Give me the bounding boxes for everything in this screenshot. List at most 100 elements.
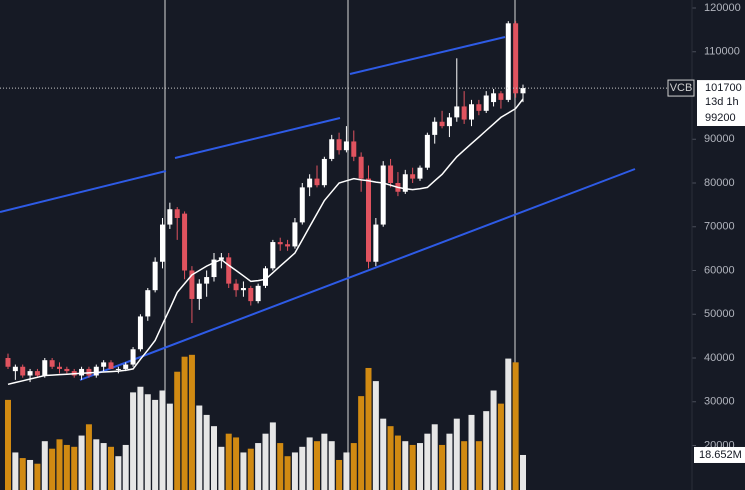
volume-bar xyxy=(225,433,232,490)
volume-bar xyxy=(431,424,438,490)
ticker-label: VCB xyxy=(670,82,693,94)
candle-body xyxy=(79,368,85,376)
candle-body xyxy=(299,187,305,223)
volume-bar xyxy=(314,441,320,490)
volume-layer xyxy=(5,354,526,490)
candle-body xyxy=(27,371,33,376)
last-price-box xyxy=(697,80,745,111)
candle-body xyxy=(233,283,239,291)
volume-bar xyxy=(152,399,159,490)
candle-body xyxy=(373,224,379,262)
candle-body xyxy=(366,178,371,262)
volume-bar xyxy=(483,411,490,490)
volume-bar xyxy=(365,367,372,490)
volume-bar xyxy=(5,399,11,490)
candle-body xyxy=(314,178,320,186)
candle-body xyxy=(417,167,423,179)
volume-bar xyxy=(122,444,129,490)
volume-bar xyxy=(56,439,63,490)
volume-bar xyxy=(306,437,313,490)
volume-bar xyxy=(461,441,468,490)
volume-bar xyxy=(247,448,254,490)
candle-body xyxy=(115,368,121,370)
candle-body xyxy=(255,285,261,302)
candle-body xyxy=(469,104,474,120)
candle-body xyxy=(42,360,48,376)
volume-bar xyxy=(277,443,284,490)
volume-bar xyxy=(240,452,247,490)
y-tick-label: 110000 xyxy=(704,46,740,58)
volume-bar xyxy=(475,441,482,490)
volume-bar xyxy=(402,441,409,490)
volume-bar xyxy=(409,444,416,490)
volume-bar xyxy=(350,443,357,490)
candle-body xyxy=(270,242,276,269)
candle-body xyxy=(226,257,232,284)
candle-body xyxy=(93,366,99,376)
volume-bar xyxy=(85,424,92,490)
candle-body xyxy=(137,316,143,350)
volume-bar xyxy=(255,443,262,490)
volume-bar xyxy=(490,390,497,490)
candle-body xyxy=(160,224,165,262)
candle-body xyxy=(380,165,386,225)
volume-bar xyxy=(291,452,298,490)
volume-bar xyxy=(19,458,26,490)
candle-body xyxy=(483,95,489,111)
volume-bar xyxy=(181,356,188,490)
volume-bar xyxy=(130,392,137,490)
y-tick-label: 30000 xyxy=(704,396,735,408)
candle-body xyxy=(145,290,151,317)
candle-body xyxy=(182,213,188,271)
candle-body xyxy=(108,362,114,369)
candle-layer xyxy=(5,21,526,386)
candle-body xyxy=(358,156,364,179)
volume-bar xyxy=(78,435,85,490)
candle-body xyxy=(461,106,467,120)
volume-bar xyxy=(387,426,394,490)
candle-body xyxy=(454,106,460,118)
ticker-box xyxy=(667,79,695,97)
volume-bar xyxy=(358,396,365,490)
volume-bar xyxy=(505,358,512,490)
volume-bar xyxy=(497,403,504,490)
candle-body xyxy=(307,178,313,188)
trend-line xyxy=(349,36,506,75)
candle-body xyxy=(410,174,416,179)
candle-body xyxy=(343,141,349,151)
countdown-label: 13d 1h xyxy=(705,96,739,108)
volume-bar xyxy=(328,441,335,490)
candle-body xyxy=(498,93,504,100)
candle-body xyxy=(174,209,180,219)
volume-bar xyxy=(34,463,41,490)
last-price-label: 101700 xyxy=(705,82,742,94)
volume-bar xyxy=(115,456,122,490)
candle-body xyxy=(204,277,210,284)
volume-bar xyxy=(211,426,217,490)
ma-label: 99200 xyxy=(705,112,736,124)
volume-bar xyxy=(453,418,460,490)
volume-bar xyxy=(372,381,379,490)
candle-body xyxy=(20,366,26,376)
volume-bar xyxy=(512,362,519,490)
volume-bar xyxy=(343,452,350,490)
volume-bar xyxy=(144,394,151,490)
candle-body xyxy=(402,174,408,192)
y-tick-label: 120000 xyxy=(704,2,741,14)
volume-bar xyxy=(284,456,291,490)
candle-body xyxy=(505,23,511,100)
candle-body xyxy=(34,371,40,376)
candle-body xyxy=(424,134,430,168)
candle-body xyxy=(351,141,357,157)
candle-body xyxy=(439,121,445,127)
volume-bar xyxy=(468,414,475,490)
trend-line xyxy=(79,168,636,381)
volume-bar xyxy=(166,403,173,490)
candle-body xyxy=(491,93,497,103)
candle-body xyxy=(167,209,173,225)
volume-bar xyxy=(321,433,328,490)
candle-body xyxy=(336,139,342,151)
